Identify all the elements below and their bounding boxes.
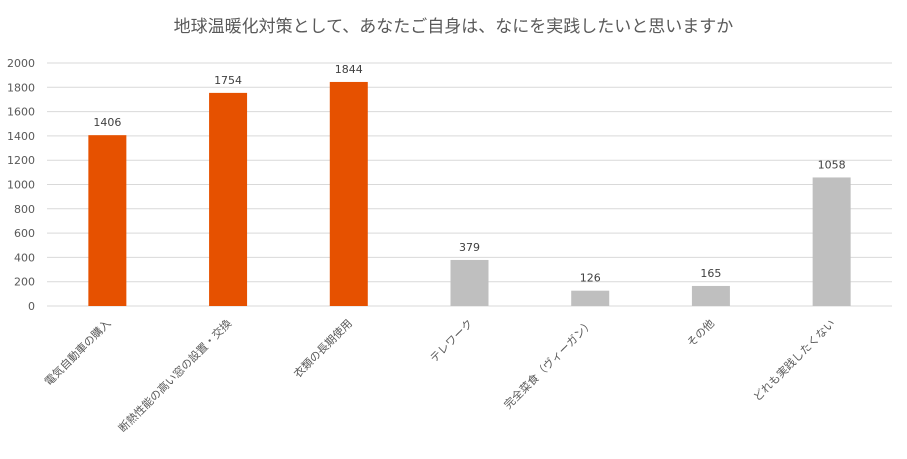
y-tick-label: 400 bbox=[14, 251, 35, 264]
x-tick-label: 電気自動車の購入 bbox=[41, 316, 113, 388]
bar bbox=[450, 259, 489, 306]
data-label: 1406 bbox=[93, 116, 121, 129]
data-label: 1754 bbox=[214, 74, 242, 87]
y-tick-label: 0 bbox=[28, 300, 35, 313]
bar bbox=[329, 81, 368, 306]
x-axis-tick-labels: 電気自動車の購入 断熱性能の高い窓の設置・交換 衣類の長期使用 テレワーク 完全菜食（ヴ… bbox=[41, 316, 837, 435]
data-label: 165 bbox=[700, 267, 721, 280]
x-tick-label: どれも実践したくない bbox=[750, 316, 838, 404]
y-tick-label: 800 bbox=[14, 203, 35, 216]
data-label: 1058 bbox=[818, 158, 846, 171]
y-tick-label: 1200 bbox=[7, 154, 35, 167]
y-tick-label: 1800 bbox=[7, 81, 35, 94]
bar bbox=[571, 290, 610, 306]
x-tick-label: その他 bbox=[685, 317, 718, 350]
y-tick-label: 2000 bbox=[7, 57, 35, 70]
y-tick-label: 1400 bbox=[7, 130, 35, 143]
bar bbox=[691, 285, 730, 306]
data-label: 379 bbox=[459, 241, 480, 254]
chart-title: 地球温暖化対策として、あなたご自身は、なにを実践したいと思いますか bbox=[173, 17, 734, 37]
y-tick-label: 1000 bbox=[7, 179, 35, 192]
bar bbox=[209, 92, 248, 306]
x-tick-label: テレワーク bbox=[428, 317, 476, 365]
data-label: 1844 bbox=[335, 63, 363, 76]
y-tick-label: 200 bbox=[14, 276, 35, 289]
bars bbox=[88, 81, 851, 306]
data-labels: 1406 1754 1844 379 126 165 1058 bbox=[93, 63, 845, 285]
y-axis-tick-labels: 0 200 400 600 800 1000 1200 1400 1600 1800 2000 bbox=[7, 57, 35, 313]
x-tick-label: 衣類の長期使用 bbox=[291, 316, 355, 380]
x-tick-label: 断熱性能の高い窓の設置・交換 bbox=[115, 316, 234, 435]
y-tick-label: 600 bbox=[14, 227, 35, 240]
y-tick-label: 1600 bbox=[7, 106, 35, 119]
data-label: 126 bbox=[580, 272, 601, 285]
x-tick-label: 完全菜食（ヴィーガン） bbox=[501, 316, 596, 411]
bar bbox=[812, 177, 851, 306]
bar bbox=[88, 135, 127, 306]
